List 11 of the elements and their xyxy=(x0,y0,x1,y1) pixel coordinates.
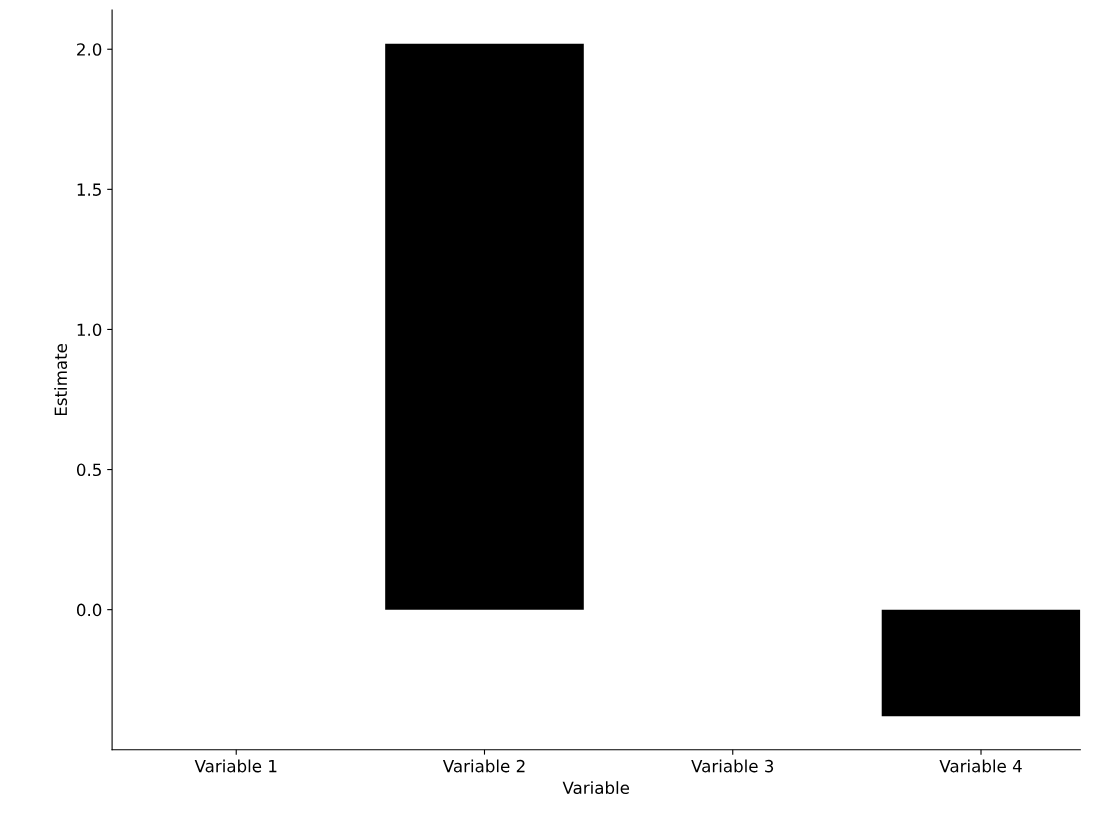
y-tick-label: 1.5 xyxy=(77,183,101,196)
y-tick-label: 0.5 xyxy=(76,463,101,477)
y-axis-title: Estimate xyxy=(54,343,68,416)
y-tick-label: 2.0 xyxy=(77,43,102,56)
x-tick-label: Variable 1 xyxy=(194,759,277,773)
x-tick-label: Variable 4 xyxy=(939,759,1022,773)
y-tick-label: 0.0 xyxy=(76,603,102,617)
x-tick-label: Variable 2 xyxy=(442,759,525,773)
y-tick-label: 1.0 xyxy=(77,323,102,337)
x-axis-title: Variable xyxy=(562,781,630,795)
x-tick-label: Variable 3 xyxy=(691,759,774,773)
